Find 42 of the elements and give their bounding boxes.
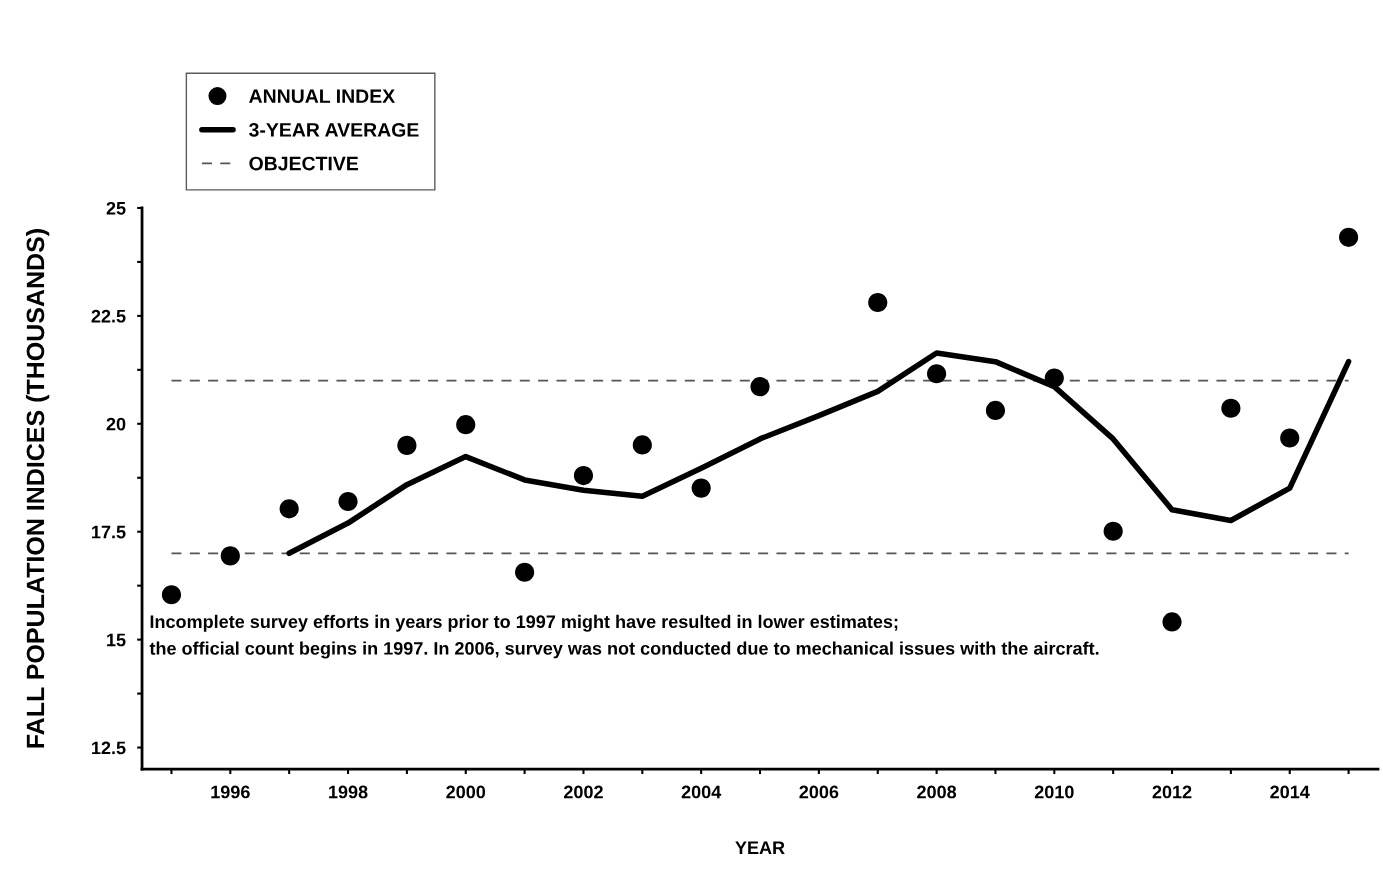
x-axis-title: YEAR	[735, 841, 785, 854]
point	[1162, 612, 1182, 632]
x-tick-label: 2004	[681, 785, 722, 799]
point	[1044, 368, 1064, 388]
point	[573, 466, 594, 486]
point	[338, 491, 358, 512]
point	[750, 377, 770, 397]
point	[456, 415, 476, 435]
point	[1339, 227, 1359, 247]
y-tick-label: 25	[106, 201, 126, 215]
point	[220, 546, 240, 566]
x-tick-label: 2006	[799, 785, 839, 799]
point	[927, 364, 947, 384]
point	[1221, 398, 1241, 418]
x-tick-label: 2002	[564, 785, 603, 799]
x-tick-label: 2000	[446, 785, 486, 799]
x-tick-label: 1996	[211, 785, 250, 799]
y-tick-label: 22.5	[91, 309, 126, 323]
point	[515, 562, 535, 582]
legend-label: ANNUAL INDEX	[249, 89, 395, 104]
point	[397, 435, 417, 455]
x-tick-label: 2008	[917, 785, 957, 799]
point	[279, 499, 299, 519]
x-tick-label: 2014	[1270, 785, 1310, 799]
point	[1280, 428, 1300, 448]
x-tick-label: 2010	[1034, 785, 1074, 799]
point	[691, 478, 711, 498]
y-tick-label: 12.5	[92, 741, 126, 755]
point	[985, 400, 1006, 420]
point	[632, 435, 652, 455]
y-axis-title: FALL POPULATION INDICES (THOUSANDS)	[25, 229, 50, 748]
x-tick-label: 1998	[329, 785, 368, 799]
legend-label: OBJECTIVE	[249, 156, 359, 171]
x-tick-label: 2012	[1152, 785, 1192, 799]
point	[161, 585, 182, 605]
y-tick-label: 15	[107, 633, 126, 647]
point	[1103, 521, 1123, 541]
point	[868, 292, 888, 313]
annotation: Incomplete survey efforts in years prior to 1997 might have resulted in lower estimates; the official count begins in 1997. In 2006, survey was not conducted due to mechanical issues with the aircraft.	[149, 614, 1099, 659]
y-tick-label: 20	[106, 417, 126, 431]
legend-label: 3-YEAR AVERAGE	[249, 122, 419, 137]
y-tick-label: 17.5	[92, 525, 126, 539]
